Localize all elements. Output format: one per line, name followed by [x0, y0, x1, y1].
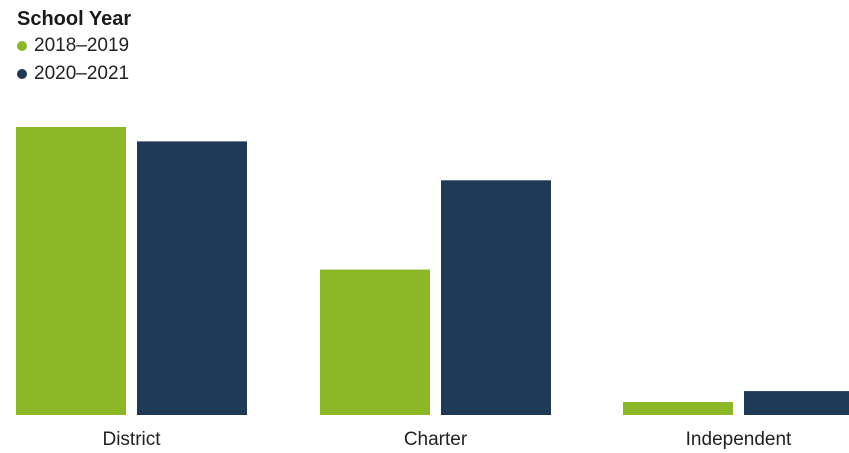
bar-independent-2020-2021 — [744, 391, 849, 415]
x-tick-label-independent: Independent — [686, 429, 792, 450]
legend-label: 2018–2019 — [34, 35, 130, 56]
x-tick-label-charter: Charter — [404, 429, 468, 450]
legend-item-2020-2021: 2020–2021 — [17, 60, 131, 88]
legend-label: 2020–2021 — [34, 63, 130, 84]
bar-independent-2018-2019 — [623, 402, 733, 415]
legend-swatch-2020-2021 — [17, 69, 27, 79]
x-tick-label-district: District — [102, 429, 161, 450]
bar-district-2020-2021 — [137, 141, 247, 415]
bar-charter-2020-2021 — [441, 180, 551, 415]
legend-item-2018-2019: 2018–2019 — [17, 32, 131, 60]
legend-swatch-2018-2019 — [17, 41, 27, 51]
bar-charter-2018-2019 — [320, 269, 430, 415]
bar-district-2018-2019 — [16, 127, 126, 415]
legend: School Year 2018–2019 2020–2021 — [17, 6, 131, 88]
legend-title: School Year — [17, 8, 132, 30]
